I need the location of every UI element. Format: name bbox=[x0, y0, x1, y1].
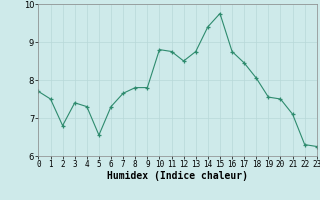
X-axis label: Humidex (Indice chaleur): Humidex (Indice chaleur) bbox=[107, 171, 248, 181]
